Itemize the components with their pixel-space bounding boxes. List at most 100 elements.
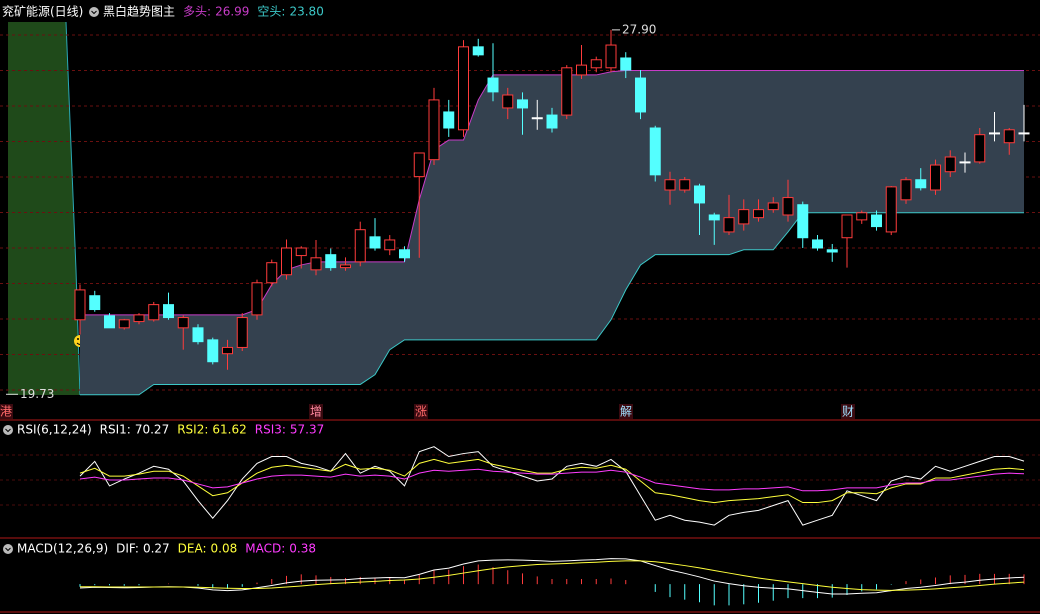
menu-icon-arrow (5, 428, 11, 433)
annotation-label: 27.90 (622, 22, 656, 36)
menu-icon-arrow (91, 10, 97, 15)
annotation-label: 19.73 (20, 387, 54, 401)
menu-icon (3, 425, 13, 435)
history-band-edge (65, 21, 81, 396)
event-label: 解 (620, 405, 632, 419)
candle-body (694, 185, 705, 204)
event-box (309, 404, 323, 419)
candle-body (133, 314, 145, 323)
history-band (8, 22, 80, 395)
candle-body (148, 304, 160, 321)
candle-body (900, 179, 912, 201)
candle-body (738, 209, 750, 225)
candle-body (841, 214, 853, 239)
candle-body (281, 247, 292, 276)
candle-body (767, 202, 779, 211)
candle-body (930, 164, 941, 191)
candle-body (207, 339, 219, 363)
candle-body (236, 317, 248, 348)
candle-body (177, 317, 189, 329)
candle-body (561, 67, 573, 116)
candle-body (118, 319, 130, 329)
candle-body (192, 327, 204, 343)
candle-body (517, 99, 528, 109)
legend-value: 23.80 (289, 5, 323, 19)
candle-body (826, 249, 838, 253)
legend-name: 空头: (257, 5, 285, 19)
candle-body (531, 117, 543, 120)
chart-subtitle: 黑白趋势图主 (103, 4, 175, 19)
candle-body (959, 161, 971, 164)
candle-body (782, 197, 794, 216)
candle-body (974, 134, 986, 163)
candle-body (944, 156, 956, 173)
stock-title: 兖矿能源(日线) (2, 4, 83, 19)
candle-body (74, 289, 86, 321)
candle-body (1003, 129, 1015, 144)
candle-body (620, 57, 632, 71)
candle-body (885, 186, 897, 233)
legend-name: RSI2: (177, 423, 208, 437)
candle-body (89, 295, 101, 311)
candle-body (856, 212, 868, 221)
candle-body (340, 264, 351, 269)
indicator-title: MACD(12,26,9) (17, 542, 108, 556)
legend-value: 61.62 (212, 423, 246, 437)
candle-body (104, 315, 115, 329)
candle-body (354, 229, 366, 263)
candle-body (605, 44, 617, 69)
candle-body (266, 262, 278, 284)
menu-icon-arrow (5, 547, 11, 552)
event-box (841, 404, 855, 419)
legend-name: DEA: (178, 542, 207, 556)
candle-body (502, 94, 514, 109)
candle-body (325, 254, 337, 269)
legend-value: 0.08 (211, 542, 238, 556)
candle-body (413, 152, 425, 178)
candle-body (222, 346, 233, 355)
event-label: 增 (310, 405, 322, 419)
candle-body (812, 239, 823, 249)
legend-name: DIF: (116, 542, 139, 556)
candle-body (163, 304, 174, 319)
legend-value: 0.27 (143, 542, 170, 556)
candle-body (576, 64, 587, 76)
legend-name: MACD: (245, 542, 285, 556)
legend-name: 多头: (183, 5, 211, 19)
candle-body (428, 99, 440, 161)
candle-body (664, 179, 676, 191)
indicator-title: RSI(6,12,24) (17, 423, 92, 437)
event-box (0, 404, 13, 419)
candle-body (458, 46, 469, 131)
band-fill (80, 70, 1024, 395)
candle-body (590, 59, 602, 69)
legend-value: 0.38 (289, 542, 316, 556)
menu-icon (89, 7, 99, 17)
legend-value: 26.99 (215, 5, 249, 19)
legend-value: 70.27 (135, 423, 169, 437)
candle-body (649, 127, 661, 176)
legend-name: RSI1: (100, 423, 131, 437)
candle-body (487, 77, 499, 93)
legend-name: RSI3: (255, 423, 286, 437)
candle-body (753, 209, 764, 219)
candle-body (797, 204, 809, 239)
menu-icon (3, 544, 13, 554)
candle-body (399, 249, 410, 259)
candle-body (723, 217, 735, 233)
macd-line (79, 558, 1025, 595)
candle-body (546, 114, 558, 129)
candle-body (915, 179, 927, 189)
candle-body (989, 132, 1000, 135)
candle-body (369, 236, 381, 249)
candle-body (384, 239, 396, 251)
candle-body (1018, 132, 1030, 135)
candle-body (679, 179, 691, 191)
candle-body (472, 46, 484, 56)
legend-value: 57.37 (290, 423, 324, 437)
event-box (414, 404, 428, 419)
event-label: 港 (0, 405, 12, 419)
candle-body (635, 77, 646, 113)
rsi-line (79, 458, 1025, 504)
